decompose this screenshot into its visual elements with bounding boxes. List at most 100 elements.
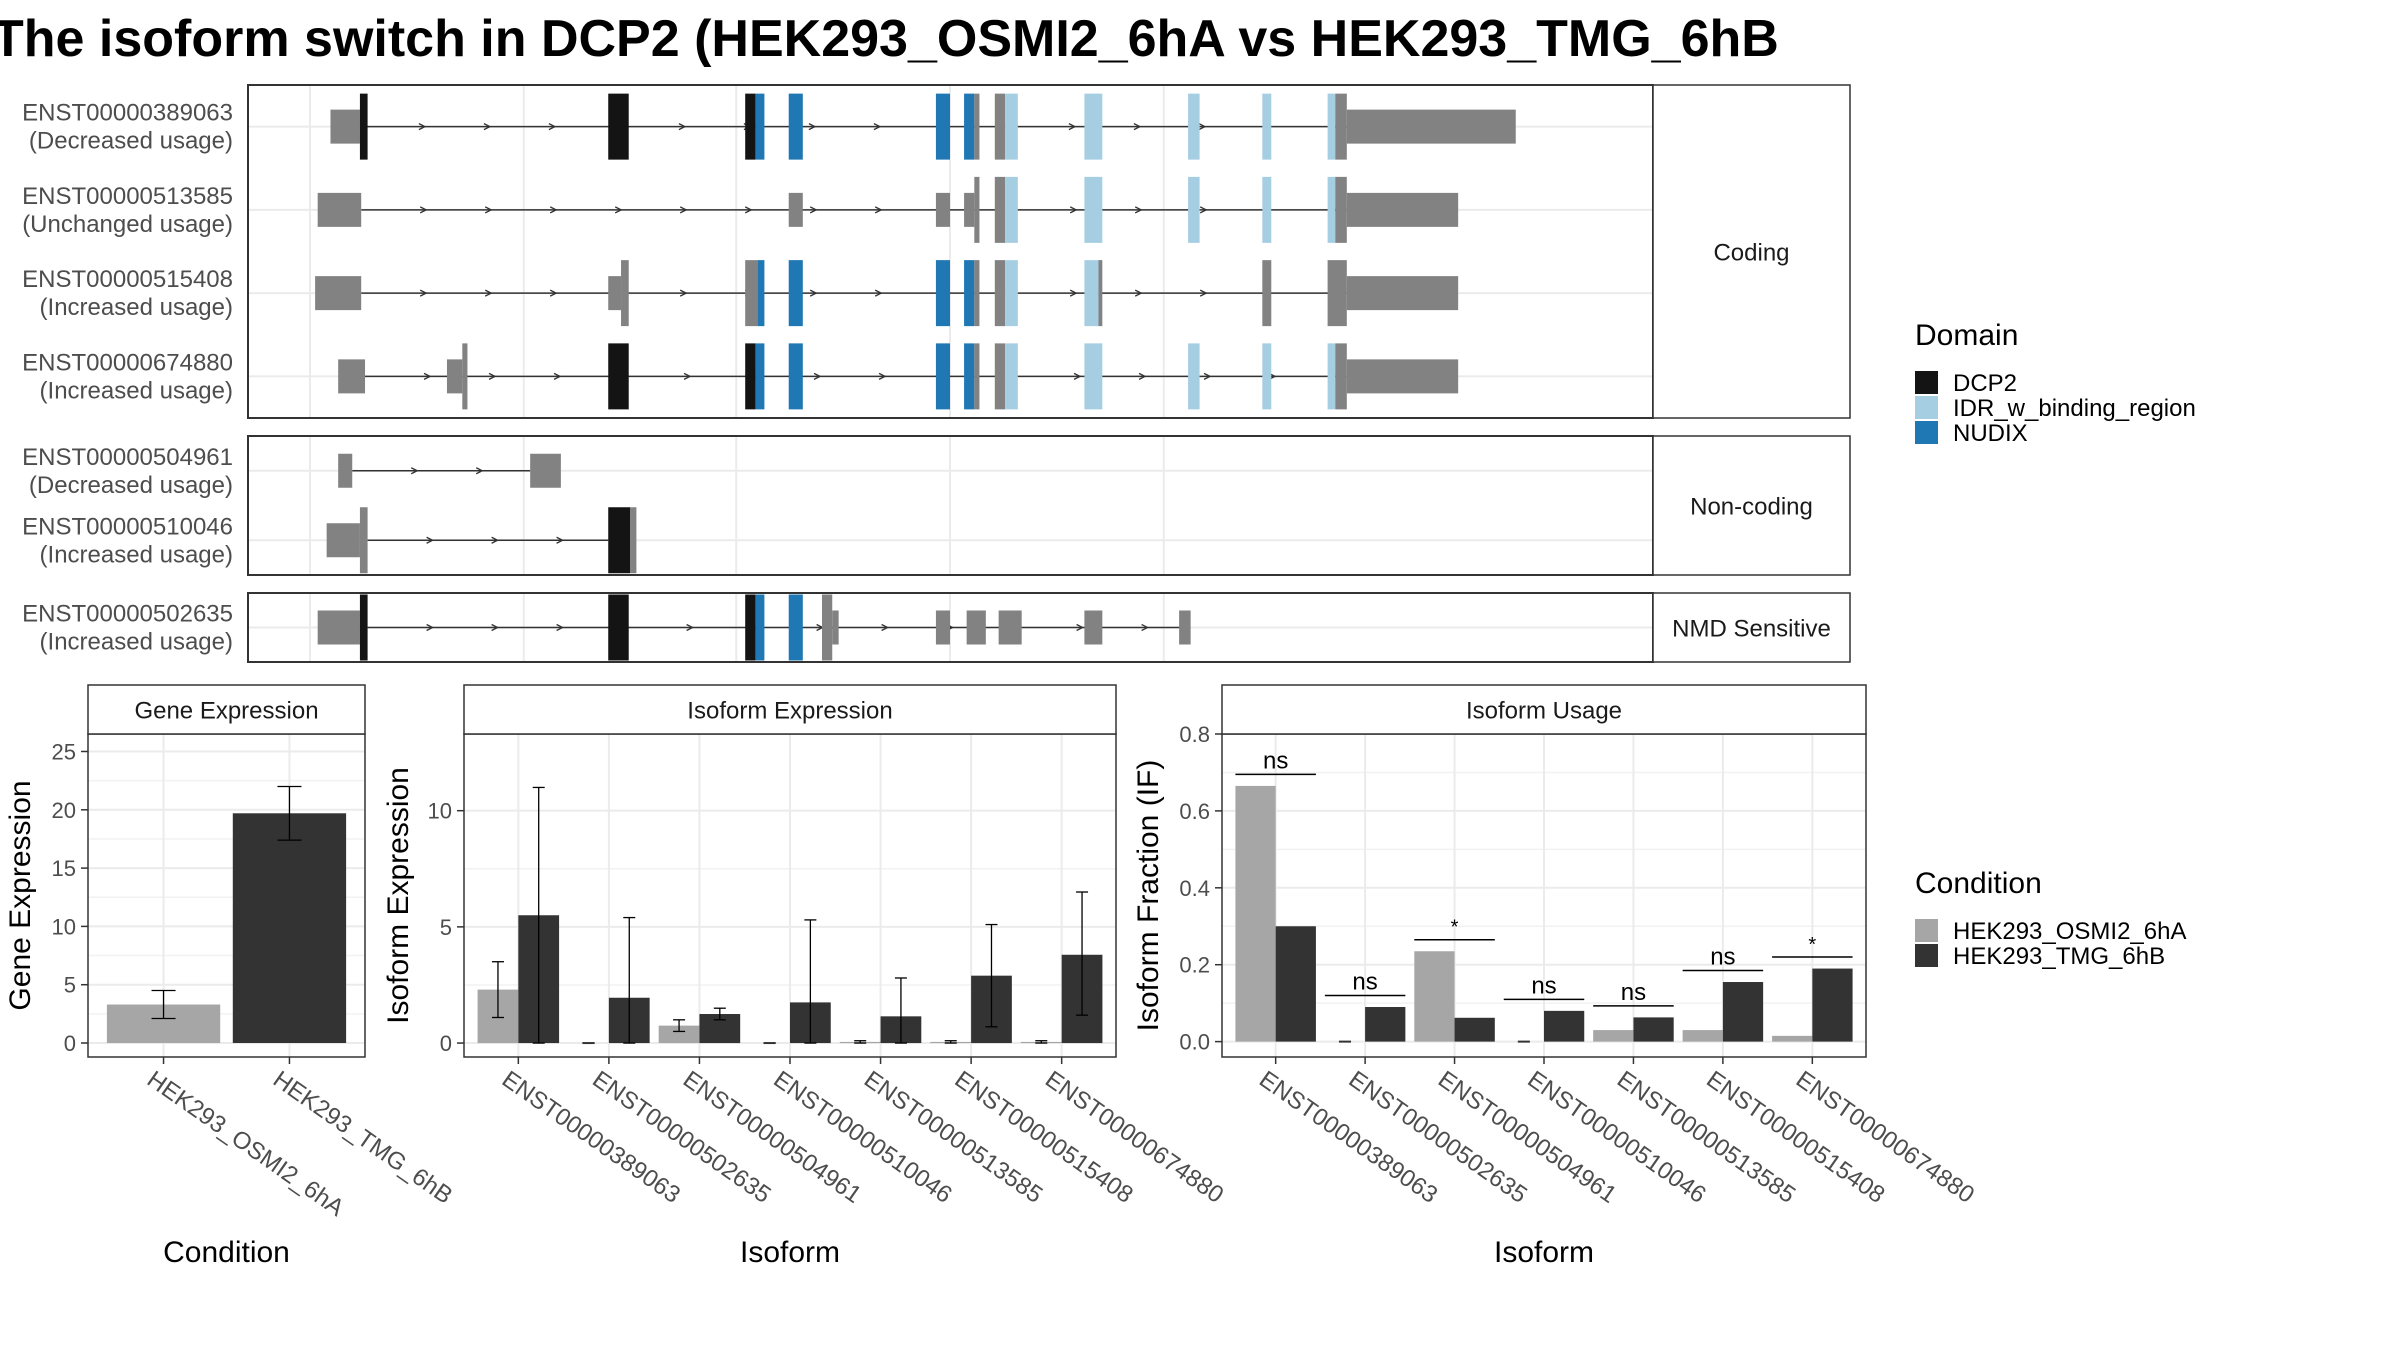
transcript-id: ENST00000504961: [22, 444, 233, 471]
intron-arrow: [423, 372, 432, 380]
domain-DCP2: [745, 93, 756, 160]
intron-arrow: [484, 206, 493, 214]
exon: [1084, 610, 1103, 645]
facet-strip: [1221, 684, 1867, 735]
exon: [1335, 176, 1347, 243]
facet-strip: [1652, 435, 1851, 576]
transcript-usage: (Increased usage): [40, 294, 233, 321]
intron-arrow: [549, 289, 558, 297]
domain-DCP2: [608, 507, 630, 574]
intron-arrow: [881, 623, 890, 632]
y-tick-label: 0.0: [1179, 1030, 1210, 1055]
intron-arrow: [1134, 206, 1143, 214]
domain-DCP2: [745, 343, 756, 410]
intron-arrow: [813, 372, 822, 380]
exon: [1098, 260, 1103, 327]
exon: [630, 507, 637, 574]
intron-arrow: [1199, 206, 1208, 214]
exon: [338, 359, 366, 394]
intron-arrow: [744, 206, 753, 214]
domain-NUDIX: [788, 260, 803, 327]
intron-arrow: [419, 289, 428, 297]
domain-IDR_w_binding_region: [1084, 343, 1103, 410]
bar: [1682, 1030, 1723, 1042]
significance-label: ns: [1352, 968, 1377, 995]
intron-arrow: [809, 206, 818, 214]
intron-arrow: [1134, 289, 1143, 297]
domain-NUDIX: [755, 594, 765, 661]
legend-title: Domain: [1915, 319, 2018, 352]
legend-swatch: [1915, 421, 1938, 444]
domain-NUDIX: [935, 93, 950, 160]
exon: [530, 453, 561, 488]
significance-label: ns: [1621, 979, 1646, 1006]
bar: [1414, 951, 1455, 1042]
y-tick-label: 15: [52, 856, 76, 881]
domain-NUDIX: [788, 93, 803, 160]
bar: [1633, 1017, 1674, 1042]
intron-arrow: [426, 623, 435, 632]
intron-arrow: [683, 372, 692, 380]
intron-arrow: [1076, 623, 1085, 632]
transcript-usage: (Unchanged usage): [22, 211, 233, 238]
domain-IDR_w_binding_region: [1005, 176, 1018, 243]
facet-strip-label: Non-coding: [1690, 494, 1813, 521]
exon: [998, 610, 1022, 645]
exon: [608, 276, 622, 311]
legend-swatch: [1915, 371, 1938, 394]
bar: [1593, 1030, 1634, 1042]
domain-DCP2: [359, 93, 368, 160]
transcript-id: ENST00000674880: [22, 349, 233, 376]
exon: [1346, 359, 1459, 394]
intron-arrow: [679, 289, 688, 297]
exon: [1179, 610, 1191, 645]
exon: [1346, 276, 1459, 311]
y-axis-label: Isoform Fraction (IF): [1132, 760, 1165, 1032]
significance-label: *: [1451, 917, 1459, 939]
domain-NUDIX: [788, 343, 803, 410]
intron-arrow: [1138, 372, 1147, 380]
y-tick-label: 0.6: [1179, 799, 1210, 824]
intron-arrow: [686, 623, 695, 632]
intron-arrow: [556, 623, 565, 632]
intron-arrow: [549, 206, 558, 214]
domain-IDR_w_binding_region: [1188, 93, 1200, 160]
significance-label: *: [1808, 934, 1816, 956]
intron-arrow: [808, 123, 817, 131]
domain-IDR_w_binding_region: [1005, 93, 1018, 160]
bar: [1235, 785, 1276, 1042]
exon: [788, 192, 803, 227]
bar: [232, 813, 347, 1044]
transcript-usage: (Decreased usage): [29, 472, 233, 499]
exon: [446, 359, 463, 394]
transcript-id: ENST00000389063: [22, 100, 233, 127]
domain-IDR_w_binding_region: [1005, 343, 1018, 410]
chart-title: Isoform Expression: [687, 698, 892, 725]
intron-arrow: [874, 289, 883, 297]
domain-NUDIX: [788, 594, 803, 661]
facet-strip: [1652, 592, 1851, 663]
intron-arrow: [483, 123, 492, 131]
domain-IDR_w_binding_region: [1327, 176, 1336, 243]
intron-arrow: [1199, 289, 1208, 297]
exon: [359, 507, 368, 574]
significance-label: ns: [1531, 972, 1556, 999]
intron-arrow: [491, 536, 500, 544]
facet-strip: [87, 684, 366, 735]
intron-arrow: [410, 467, 419, 475]
exon: [1327, 260, 1347, 327]
intron-arrow: [809, 289, 818, 297]
domain-NUDIX: [964, 343, 975, 410]
domain-NUDIX: [755, 93, 765, 160]
domain-NUDIX: [964, 93, 975, 160]
exon: [621, 260, 629, 327]
y-axis-label: Gene Expression: [4, 780, 37, 1010]
facet-strip: [463, 684, 1117, 735]
intron-arrow: [874, 206, 883, 214]
bar: [1544, 1010, 1585, 1042]
exon: [935, 610, 950, 645]
domain-IDR_w_binding_region: [1262, 93, 1272, 160]
intron-arrow: [1133, 123, 1142, 131]
